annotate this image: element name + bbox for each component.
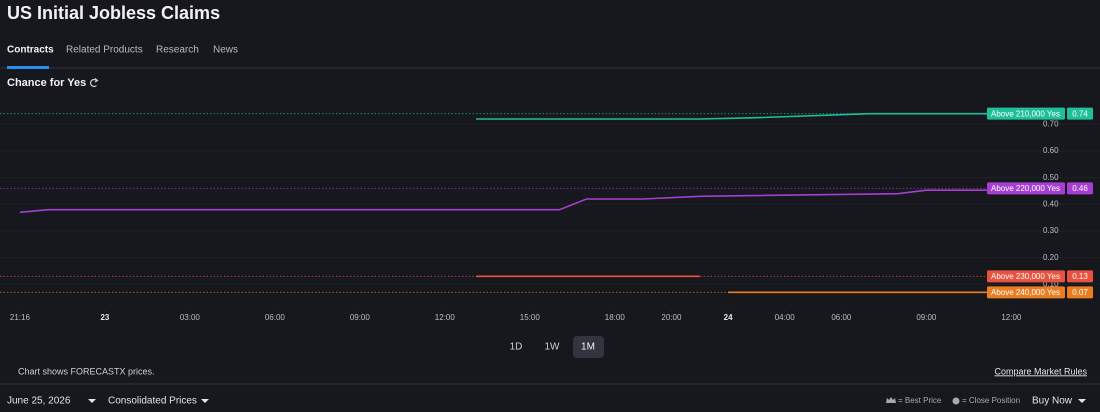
x-tick-label: 24 xyxy=(724,313,733,322)
series-label: Above 240,000 Yes xyxy=(991,288,1060,297)
current-value-label: 0.07 xyxy=(1072,288,1088,297)
series-label-box xyxy=(987,182,1065,195)
range-label[interactable]: 1W xyxy=(545,342,561,353)
series-label: Above 220,000 Yes xyxy=(991,184,1060,193)
tab[interactable]: News xyxy=(213,45,238,56)
y-tick-label: 0.60 xyxy=(1043,146,1059,155)
y-tick-label: 0.10 xyxy=(1043,279,1059,288)
dropdown-caret[interactable] xyxy=(201,399,209,403)
legend-close-position: = Close Position xyxy=(962,396,1020,405)
current-value-label: 0.46 xyxy=(1072,184,1088,193)
series-line xyxy=(19,189,1057,214)
y-tick-label: 0.20 xyxy=(1043,253,1059,262)
y-tick-label: 0.70 xyxy=(1043,119,1059,128)
x-tick-label: 18:00 xyxy=(605,313,626,322)
x-tick-label: 03:00 xyxy=(180,313,201,322)
x-tick-label: 09:00 xyxy=(916,313,937,322)
tab[interactable]: Related Products xyxy=(66,45,143,56)
x-tick-label: 09:00 xyxy=(350,313,371,322)
x-tick-label: 12:00 xyxy=(1001,313,1022,322)
crown-icon xyxy=(886,397,896,403)
x-tick-label: 12:00 xyxy=(435,313,456,322)
range-label[interactable]: 1M xyxy=(581,342,595,353)
chart: 0.10 0.20 0.30 0.40 0.50 0.60 0.70 21:16 23 03:00… xyxy=(0,107,1100,322)
y-tick-label: 0.30 xyxy=(1043,226,1059,235)
price-mode-select[interactable]: Consolidated Prices xyxy=(108,396,197,407)
close-icon xyxy=(952,397,960,405)
x-tick-label: 06:00 xyxy=(831,313,852,322)
series-label-box xyxy=(987,286,1065,299)
x-tick-label: 21:16 xyxy=(10,313,31,322)
range-button-active[interactable] xyxy=(573,336,604,358)
x-tick-label: 23 xyxy=(100,313,109,322)
date-select[interactable]: June 25, 2026 xyxy=(7,396,71,407)
legend-best-price: = Best Price xyxy=(898,396,942,405)
range-label[interactable]: 1D xyxy=(510,342,523,353)
series-label-box xyxy=(987,270,1065,283)
current-value-label: 0.13 xyxy=(1072,272,1088,281)
x-tick-label: 04:00 xyxy=(775,313,796,322)
dropdown-caret[interactable] xyxy=(88,399,96,403)
x-tick-label: 20:00 xyxy=(661,313,682,322)
refresh-icon[interactable] xyxy=(90,78,99,88)
compare-link[interactable]: Compare Market Rules xyxy=(994,366,1087,376)
current-value-label: 0.74 xyxy=(1072,109,1088,118)
series-label: Above 230,000 Yes xyxy=(991,272,1060,281)
buy-select[interactable]: Buy Now xyxy=(1032,396,1073,407)
current-value-box xyxy=(1067,270,1093,283)
current-value-box xyxy=(1067,286,1093,299)
current-value-box xyxy=(1067,107,1093,120)
x-tick-label: 15:00 xyxy=(520,313,541,322)
y-tick-label: 0.40 xyxy=(1043,199,1059,208)
series-label: Above 210,000 Yes xyxy=(991,109,1060,118)
chart-note: Chart shows FORECASTX prices. xyxy=(18,366,155,376)
active-tab-indicator xyxy=(7,66,49,69)
x-tick-label: 06:00 xyxy=(265,313,286,322)
current-value-box xyxy=(1067,182,1093,195)
dropdown-caret[interactable] xyxy=(1078,399,1086,403)
y-tick-label: 0.50 xyxy=(1043,173,1059,182)
tab[interactable]: Research xyxy=(156,45,199,56)
series-label-box xyxy=(987,107,1065,120)
tab[interactable]: Contracts xyxy=(7,45,54,56)
section-title: Chance for Yes xyxy=(7,77,86,89)
page-title: US Initial Jobless Claims xyxy=(7,3,220,23)
